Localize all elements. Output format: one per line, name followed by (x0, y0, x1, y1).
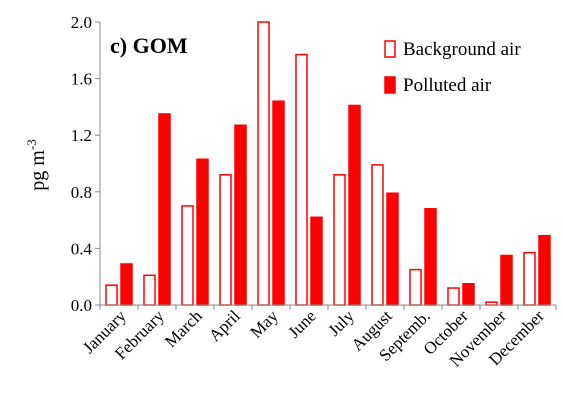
y-tick-label: 0.8 (71, 183, 92, 202)
chart-title: c) GOM (110, 33, 188, 58)
bar-background-air-june (295, 53, 308, 306)
y-tick-marks (95, 21, 100, 306)
x-tick-label-may: May (246, 306, 282, 342)
bar-polluted-air-november (500, 254, 513, 306)
y-axis-label: pg m (27, 150, 49, 191)
bar-polluted-air-july (348, 104, 361, 306)
bar-polluted-air-april (234, 124, 247, 306)
bar-background-air-december (523, 251, 536, 306)
x-tick-marks (99, 305, 557, 310)
y-tick-label: 0.4 (71, 239, 93, 258)
legend-label-background-air: Background air (403, 39, 521, 60)
bar-background-air-october (447, 287, 460, 306)
bar-polluted-air-may (272, 100, 285, 306)
svg-text:pg m-3: pg m-3 (24, 139, 49, 190)
y-tick-label: 0.0 (71, 296, 92, 315)
bar-polluted-air-june (310, 216, 323, 306)
y-tick-label: 1.2 (71, 126, 92, 145)
bar-polluted-air-march (196, 158, 209, 306)
bar-polluted-air-october (462, 283, 475, 306)
bar-polluted-air-december (538, 234, 551, 306)
bar-background-air-july (333, 174, 346, 306)
y-axis-title: pg m-3 (24, 139, 49, 190)
bar-background-air-february (143, 274, 156, 306)
legend: Background air Polluted air (384, 39, 521, 96)
y-tick-labels: 0.0 0.4 0.8 1.2 1.6 2.0 (71, 13, 93, 315)
bar-background-air-septemb (409, 268, 422, 306)
bar-polluted-air-august (386, 192, 399, 306)
bar-background-air-august (371, 164, 384, 306)
legend-swatch-polluted-air (384, 76, 396, 94)
legend-label-polluted-air: Polluted air (403, 75, 492, 96)
x-tick-label-april: April (205, 306, 244, 345)
bar-background-air-may (257, 21, 270, 306)
x-tick-label-june: June (284, 306, 319, 341)
x-tick-label-march: March (161, 306, 206, 351)
bar-background-air-january (105, 284, 118, 306)
legend-swatch-background-air (384, 40, 396, 58)
bar-background-air-march (181, 205, 194, 306)
y-axis-label-superscript: -3 (24, 139, 39, 150)
bar-background-air-april (219, 174, 232, 306)
bars (105, 21, 551, 306)
bar-polluted-air-february (158, 113, 171, 306)
bar-polluted-air-septemb (424, 208, 437, 306)
y-tick-label: 1.6 (71, 70, 92, 89)
y-tick-label: 2.0 (71, 13, 92, 32)
bar-polluted-air-january (120, 263, 133, 306)
